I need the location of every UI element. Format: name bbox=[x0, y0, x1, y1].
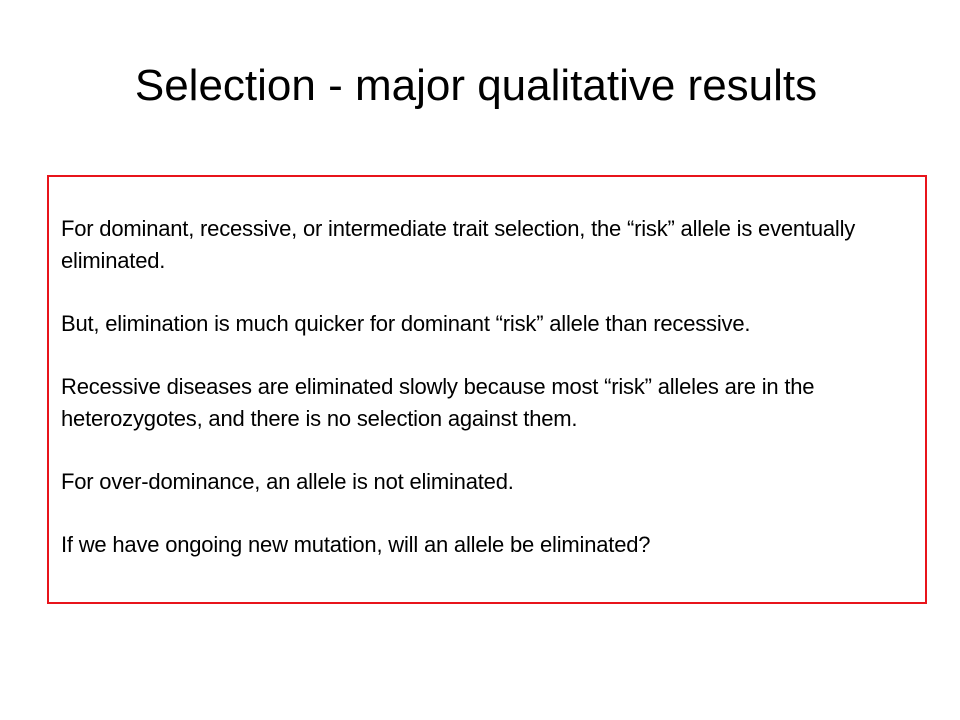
summary-box: For dominant, recessive, or intermediate… bbox=[47, 175, 927, 604]
summary-paragraphs: For dominant, recessive, or intermediate… bbox=[61, 213, 919, 561]
paragraph-new-mutation-question: If we have ongoing new mutation, will an… bbox=[61, 532, 651, 557]
paragraph-recessive-diseases: Recessive diseases are eliminated slowly… bbox=[61, 374, 815, 431]
paragraph-over-dominance: For over-dominance, an allele is not eli… bbox=[61, 469, 514, 494]
slide-title: Selection - major qualitative results bbox=[134, 61, 818, 110]
paragraph-elimination-speed: But, elimination is much quicker for dom… bbox=[61, 311, 751, 336]
paragraph-dominant-recessive: For dominant, recessive, or intermediate… bbox=[61, 216, 856, 273]
